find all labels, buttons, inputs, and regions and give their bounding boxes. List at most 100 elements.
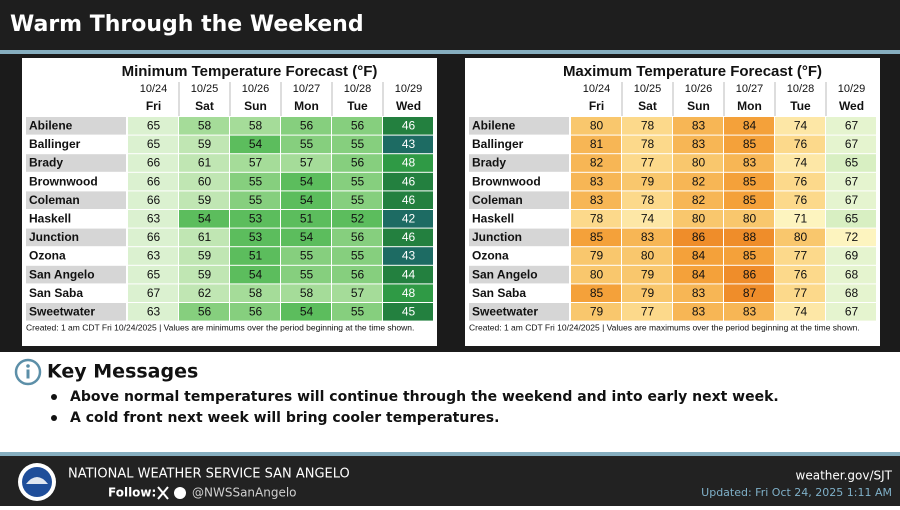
footer-rule	[0, 452, 900, 456]
row-label-bg	[26, 210, 126, 228]
value-cell	[281, 210, 331, 228]
value-cell	[826, 247, 876, 265]
value: 80	[641, 249, 655, 263]
key-messages-title: Key Messages	[47, 361, 198, 383]
value: 74	[794, 304, 808, 318]
value: 78	[641, 118, 655, 132]
day-header: Sun	[687, 99, 710, 113]
value: 82	[692, 174, 706, 188]
value: 82	[692, 193, 706, 207]
value-cell	[622, 172, 672, 191]
value-cell	[179, 135, 229, 154]
value-cell	[826, 303, 876, 321]
value: 80	[692, 156, 706, 170]
bullet	[51, 394, 57, 400]
value: 54	[198, 211, 212, 225]
value: 44	[402, 267, 416, 281]
value: 61	[198, 230, 212, 244]
value-cell	[128, 154, 178, 172]
value-cell	[179, 247, 229, 265]
facebook-icon[interactable]	[174, 487, 186, 499]
value-cell	[230, 210, 280, 228]
value: 86	[692, 230, 706, 244]
value: 65	[147, 267, 161, 281]
value-cell	[179, 154, 229, 172]
value: 84	[743, 118, 757, 132]
row-label-bg	[26, 247, 126, 265]
value: 80	[590, 267, 604, 281]
value-cell	[332, 265, 382, 284]
key-message: Above normal temperatures will continue …	[70, 389, 779, 405]
value: 69	[845, 249, 859, 263]
value-cell	[128, 135, 178, 154]
value-cell	[179, 172, 229, 191]
value: 74	[641, 211, 655, 225]
value-cell	[383, 247, 433, 265]
value-cell	[383, 191, 433, 209]
value: 54	[300, 304, 314, 318]
bullet	[51, 415, 57, 421]
value-cell	[826, 135, 876, 154]
value-cell	[622, 247, 672, 265]
value: 54	[300, 230, 314, 244]
value-cell	[281, 247, 331, 265]
value: 55	[249, 174, 263, 188]
value: 56	[351, 118, 365, 132]
value: 77	[794, 286, 808, 300]
day-header: Mon	[737, 99, 762, 113]
value: 83	[590, 174, 604, 188]
value-cell	[230, 265, 280, 284]
website[interactable]: weather.gov/SJT	[796, 469, 893, 483]
value-cell	[724, 303, 774, 321]
value-cell	[673, 228, 723, 247]
day-header: Sat	[195, 99, 214, 113]
social-handle[interactable]: @NWSSanAngelo	[192, 486, 297, 500]
value: 84	[692, 267, 706, 281]
value: 67	[845, 304, 859, 318]
value: 85	[743, 249, 757, 263]
value-cell	[571, 303, 621, 321]
date-header: 10/27	[736, 83, 764, 95]
value-cell	[281, 154, 331, 172]
value-cell	[332, 210, 382, 228]
value: 45	[402, 304, 416, 318]
value: 76	[794, 137, 808, 151]
x-icon[interactable]	[157, 486, 169, 500]
value-cell	[179, 303, 229, 321]
value: 78	[590, 211, 604, 225]
value-cell	[571, 247, 621, 265]
row-label-bg	[469, 191, 569, 209]
value-cell	[673, 303, 723, 321]
x-icon-stroke[interactable]	[157, 486, 169, 500]
value: 66	[147, 193, 161, 207]
value-cell	[775, 117, 825, 135]
value-cell	[775, 172, 825, 191]
value-cell	[179, 191, 229, 209]
value-cell	[332, 135, 382, 154]
info-icon-bar	[26, 369, 30, 379]
value: 65	[147, 118, 161, 132]
city-name: San Saba	[29, 286, 83, 300]
value-cell	[622, 191, 672, 209]
value: 68	[845, 286, 859, 300]
date-header: 10/26	[242, 83, 270, 95]
value-cell	[179, 210, 229, 228]
value: 58	[198, 118, 212, 132]
row-label-bg	[469, 172, 569, 191]
value: 48	[402, 156, 416, 170]
page-title: Warm Through the Weekend	[10, 12, 364, 37]
value: 65	[147, 137, 161, 151]
table-title: Minimum Temperature Forecast (°F)	[122, 63, 378, 80]
value-cell	[128, 191, 178, 209]
value-cell	[724, 135, 774, 154]
value-cell	[383, 284, 433, 302]
value-cell	[332, 191, 382, 209]
city-name: Ballinger	[29, 137, 81, 151]
info-icon	[14, 358, 42, 386]
value: 87	[743, 286, 757, 300]
value-cell	[332, 154, 382, 172]
value-cell	[179, 228, 229, 247]
value-cell	[571, 172, 621, 191]
value: 54	[300, 193, 314, 207]
value-cell	[775, 228, 825, 247]
